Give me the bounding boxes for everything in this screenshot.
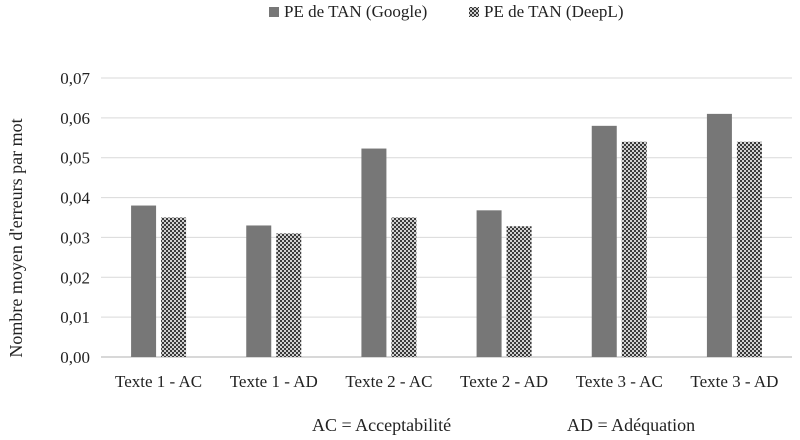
x-tick-label: Texte 3 - AD <box>690 372 778 391</box>
bar-google <box>131 205 157 357</box>
x-tick-label: Texte 1 - AD <box>230 372 318 391</box>
bar-deepl <box>276 233 302 357</box>
legend-label-deepl: PE de TAN (DeepL) <box>484 2 623 21</box>
bar-google <box>591 125 617 357</box>
bar-google <box>246 225 272 357</box>
x-tick-label: Texte 3 - AC <box>576 372 663 391</box>
y-tick-label: 0,04 <box>60 189 90 208</box>
y-tick-label: 0,01 <box>60 308 90 327</box>
x-tick-labels: Texte 1 - AC Texte 1 - AD Texte 2 - AC Text… <box>115 372 778 391</box>
bar-deepl <box>161 217 187 357</box>
bar-google <box>706 113 732 357</box>
y-tick-label: 0,07 <box>60 69 90 88</box>
bar-deepl <box>736 141 762 357</box>
y-tick-label: 0,06 <box>60 109 90 128</box>
legend-swatch-deepl <box>469 7 479 17</box>
y-tick-label: 0,00 <box>60 348 90 367</box>
bars <box>131 113 762 357</box>
y-tick-label: 0,05 <box>60 149 90 168</box>
legend: PE de TAN (Google) PE de TAN (DeepL) <box>269 2 623 21</box>
footnote-ac: AC = Acceptabilité <box>312 415 451 435</box>
y-tick-label: 0,02 <box>60 268 90 287</box>
bar-deepl <box>621 141 647 357</box>
x-tick-label: Texte 1 - AC <box>115 372 202 391</box>
legend-label-google: PE de TAN (Google) <box>284 2 427 21</box>
x-tick-label: Texte 2 - AD <box>460 372 548 391</box>
gridlines <box>101 77 792 358</box>
y-tick-label: 0,03 <box>60 228 90 247</box>
y-tick-labels: 0,00 0,01 0,02 0,03 0,04 0,05 0,06 0,07 <box>60 69 90 367</box>
x-tick-label: Texte 2 - AC <box>345 372 432 391</box>
bar-google <box>361 148 387 357</box>
y-axis-label: Nombre moyen d'erreurs par mot <box>6 118 26 357</box>
legend-swatch-google <box>269 7 279 17</box>
bar-deepl <box>391 217 417 357</box>
bar-google <box>476 210 502 357</box>
footnote-ad: AD = Adéquation <box>567 415 695 435</box>
bar-deepl <box>506 226 532 357</box>
